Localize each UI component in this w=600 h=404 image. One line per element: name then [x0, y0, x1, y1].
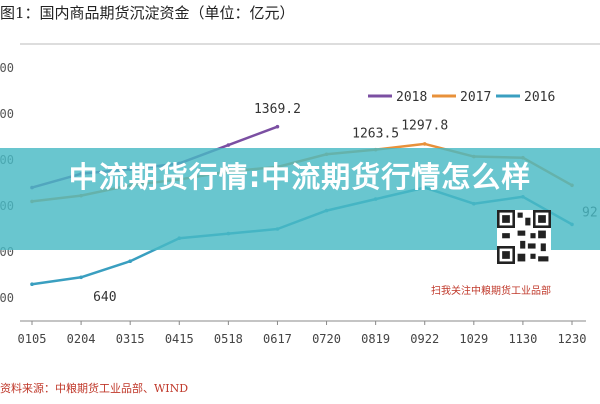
x-tick-label: 0315: [116, 332, 145, 346]
legend-label: 2018: [396, 90, 427, 105]
x-tick-label: 0922: [410, 332, 439, 346]
legend-label: 2017: [460, 90, 491, 105]
source-note: 资料来源：中粮期货工业品部、WIND: [0, 382, 189, 395]
x-tick-label: 1130: [508, 332, 537, 346]
headline-text: 中流期货行情:中流期货行情怎么样: [68, 160, 532, 194]
annotation-label: 640: [93, 290, 116, 305]
x-tick-label: 0617: [263, 332, 292, 346]
x-tick-label: 0518: [214, 332, 243, 346]
chart-title: 图1：国内商品期货沉淀资金（单位：亿元）: [0, 4, 295, 22]
annotation-label: 1369.2: [254, 102, 301, 117]
x-tick-label: 0204: [67, 332, 96, 346]
data-point-2018: [226, 143, 231, 147]
data-point-2016: [30, 282, 34, 287]
data-point-2016: [128, 259, 132, 264]
annotation-label: 1263.5: [352, 126, 399, 141]
x-tick-label: 0819: [361, 332, 390, 346]
x-tick-label: 1230: [558, 332, 587, 346]
y-tick-label: 1600: [0, 61, 14, 75]
data-point-2016: [79, 275, 83, 280]
qr-code-icon: [497, 210, 551, 264]
data-point-2018: [275, 124, 280, 129]
legend-label: 2016: [524, 90, 555, 105]
y-tick-label: 1400: [0, 107, 14, 121]
qr-caption: 扫我关注中粮期货工业品部: [431, 286, 551, 297]
x-tick-label: 0415: [165, 332, 194, 346]
annotation-label: 1297.8: [401, 119, 448, 134]
data-point-2017: [422, 142, 427, 146]
x-tick-label: 0105: [18, 332, 47, 346]
y-tick-label: 600: [0, 291, 14, 305]
x-tick-label: 1029: [459, 332, 488, 346]
x-tick-label: 0720: [312, 332, 341, 346]
